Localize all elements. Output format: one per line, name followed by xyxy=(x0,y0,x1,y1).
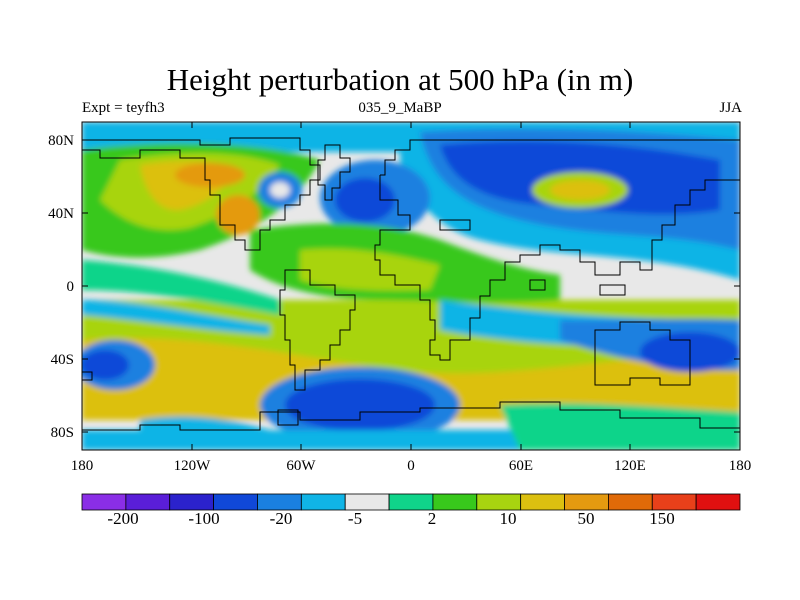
colorbar-swatch xyxy=(257,493,302,511)
colorbar-label: -100 xyxy=(188,509,219,528)
experiment-label: Expt = teyfh3 xyxy=(82,100,165,116)
lat-label-80s: 80S xyxy=(51,425,74,441)
colorbar-swatch xyxy=(695,493,741,511)
chart-title: Height perturbation at 500 hPa (in m) xyxy=(166,62,634,97)
lon-label-60e: 60E xyxy=(509,458,533,474)
colorbar-swatch xyxy=(432,493,478,511)
colorbar-swatch xyxy=(651,493,697,511)
coastlines xyxy=(82,137,740,431)
colorbar-swatch xyxy=(169,493,214,511)
colorbar-swatch xyxy=(388,493,434,511)
axis-ticks xyxy=(81,122,741,450)
colorbar-labels: -200 -100 -20 -5 2 10 50 150 xyxy=(107,509,674,528)
colorbar-label: 2 xyxy=(428,509,437,528)
height-field xyxy=(82,122,740,450)
colorbar-swatch xyxy=(520,493,565,511)
colorbar-swatch xyxy=(608,493,653,511)
season-label: JJA xyxy=(719,100,742,116)
colorbar-label: -20 xyxy=(270,509,293,528)
lon-label-120w: 120W xyxy=(174,458,212,474)
lon-label-0: 0 xyxy=(407,458,415,474)
lat-label-80n: 80N xyxy=(48,133,74,149)
lat-label-40n: 40N xyxy=(48,206,74,222)
lon-label-180w: 180 xyxy=(71,458,94,474)
colorbar-swatch xyxy=(344,493,390,511)
colorbar-swatch xyxy=(81,493,127,511)
colorbar-swatch xyxy=(564,493,609,511)
lon-label-60w: 60W xyxy=(286,458,316,474)
colorbar xyxy=(81,493,741,511)
colorbar-label: 150 xyxy=(649,509,675,528)
lat-label-40s: 40S xyxy=(51,352,74,368)
colorbar-label: -200 xyxy=(107,509,138,528)
colorbar-swatch xyxy=(476,493,522,511)
lon-label-120e: 120E xyxy=(614,458,646,474)
period-label: 035_9_MaBP xyxy=(358,100,442,116)
lon-label-180e: 180 xyxy=(729,458,752,474)
colorbar-label: -5 xyxy=(348,509,362,528)
colorbar-swatch xyxy=(300,493,346,511)
colorbar-label: 10 xyxy=(500,509,517,528)
colorbar-swatch xyxy=(213,493,258,511)
lat-label-0: 0 xyxy=(67,279,75,295)
colorbar-label: 50 xyxy=(578,509,595,528)
colorbar-swatch xyxy=(125,493,171,511)
